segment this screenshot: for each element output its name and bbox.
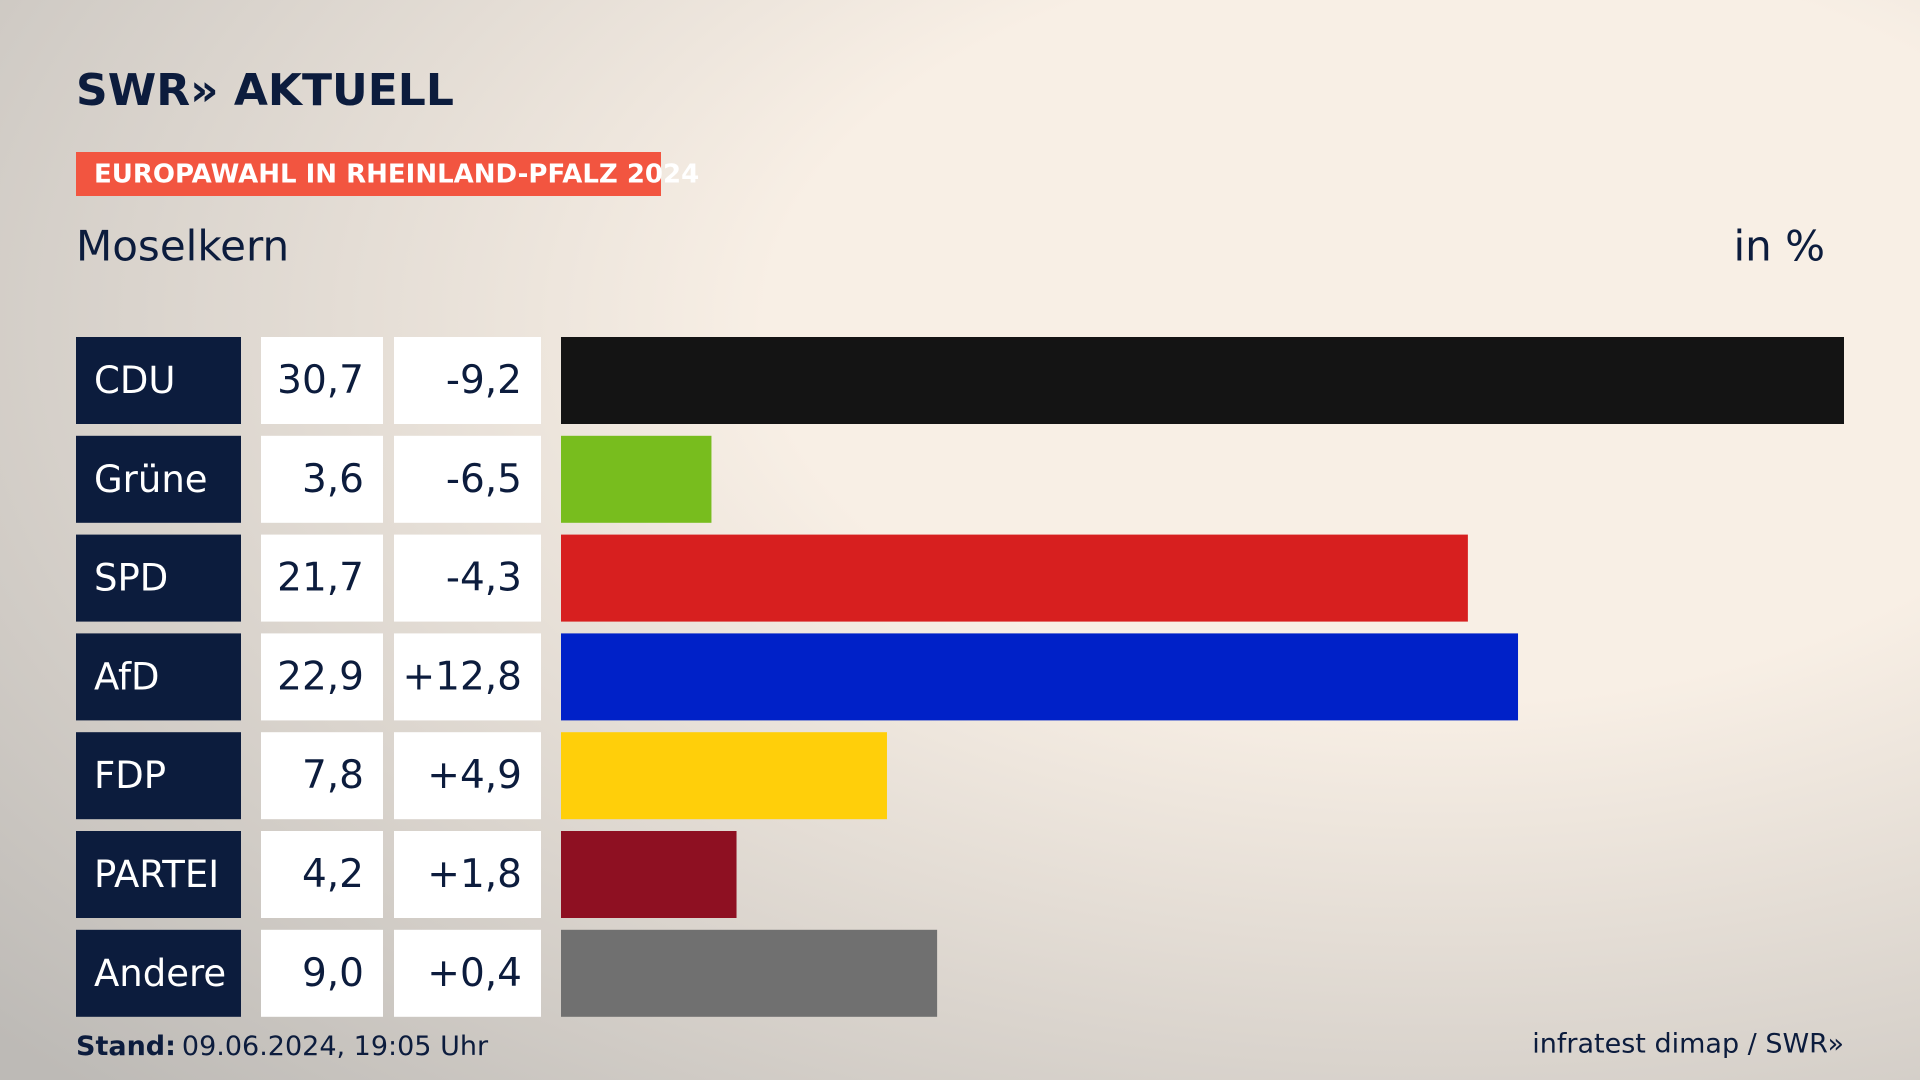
value-box	[261, 929, 383, 1017]
change-label: +12,8	[402, 654, 522, 699]
chart-title: EUROPAWAHL IN RHEINLAND-PFALZ 2024	[94, 160, 699, 190]
title-badge	[76, 152, 661, 196]
party-box	[76, 732, 241, 820]
footer-label: Stand:	[76, 1031, 176, 1062]
footer: Stand: 09.06.2024, 19:05 Uhr	[76, 1031, 489, 1062]
change-label: +4,9	[427, 753, 522, 798]
brand: SWR» AKTUELL	[76, 65, 454, 116]
change-label: -9,2	[446, 358, 522, 403]
change-box	[394, 831, 541, 918]
party-box	[76, 534, 241, 622]
value-box	[261, 633, 383, 721]
value-box	[261, 435, 383, 523]
party-label: CDU	[94, 359, 175, 402]
party-box	[76, 337, 241, 424]
party-label: SPD	[94, 557, 168, 600]
party-label: AfD	[94, 655, 160, 698]
change-box	[394, 534, 541, 622]
bar	[561, 435, 712, 523]
bar	[561, 732, 887, 820]
value-label: 7,8	[302, 753, 364, 798]
value-label: 21,7	[277, 556, 364, 601]
change-box	[394, 633, 541, 721]
value-box	[261, 732, 383, 820]
bar	[561, 337, 1844, 424]
party-box	[76, 633, 241, 721]
bar	[561, 929, 938, 1017]
source: infratest dimap / SWR»	[1532, 1029, 1844, 1060]
change-box	[394, 732, 541, 820]
change-box	[394, 929, 541, 1017]
value-box	[261, 337, 383, 424]
party-box	[76, 831, 241, 918]
change-label: -6,5	[446, 457, 522, 502]
footer-date: 09.06.2024, 19:05 Uhr	[182, 1031, 489, 1062]
party-label: Andere	[94, 952, 226, 995]
change-box	[394, 435, 541, 523]
party-label: FDP	[94, 754, 166, 797]
subtitle: Moselkern	[76, 222, 289, 271]
change-label: +0,4	[427, 951, 522, 996]
change-label: -4,3	[446, 556, 522, 601]
change-label: +1,8	[427, 852, 522, 897]
bar	[561, 831, 737, 918]
value-label: 3,6	[302, 457, 364, 502]
party-label: PARTEI	[94, 853, 219, 896]
value-label: 30,7	[277, 358, 364, 403]
value-box	[261, 534, 383, 622]
unit: in %	[1733, 222, 1825, 271]
party-box	[76, 435, 241, 523]
party-label: Grüne	[94, 458, 208, 501]
bar	[561, 534, 1468, 622]
party-box	[76, 929, 241, 1017]
value-label: 4,2	[302, 852, 364, 897]
value-box	[261, 831, 383, 918]
change-box	[394, 337, 541, 424]
value-label: 9,0	[302, 951, 364, 996]
bar	[561, 633, 1519, 721]
value-label: 22,9	[277, 654, 364, 699]
